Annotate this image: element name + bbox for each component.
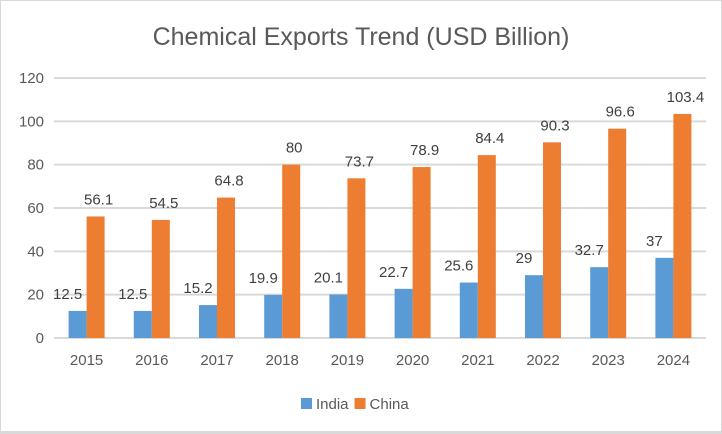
bar-china-2016 bbox=[151, 219, 170, 338]
y-tick-label: 0 bbox=[36, 330, 44, 347]
x-tick-label: 2019 bbox=[331, 352, 364, 369]
bar-india-2016 bbox=[133, 310, 152, 338]
bar-india-2019 bbox=[329, 294, 348, 338]
data-label-india-2024: 37 bbox=[646, 233, 663, 250]
data-label-china-2015: 56.1 bbox=[84, 191, 113, 208]
bar-china-2024 bbox=[673, 113, 692, 338]
bar-india-2023 bbox=[590, 267, 609, 338]
data-label-china-2021: 84.4 bbox=[475, 130, 504, 147]
bars bbox=[68, 113, 692, 338]
bar-india-2020 bbox=[394, 288, 413, 338]
x-tick-label: 2021 bbox=[461, 352, 494, 369]
legend-label-china: China bbox=[370, 396, 410, 413]
x-tick-label: 2024 bbox=[657, 352, 690, 369]
bar-india-2021 bbox=[459, 282, 478, 338]
x-tick-label: 2020 bbox=[396, 352, 429, 369]
bar-china-2019 bbox=[347, 178, 366, 338]
x-axis-ticks: 2015 2016 2017 2018 2019 2020 2021 2022 2023 2024 bbox=[70, 352, 690, 369]
data-label-china-2024: 103.4 bbox=[667, 89, 705, 106]
data-label-india-2022: 29 bbox=[516, 250, 533, 267]
bar-china-2020 bbox=[412, 167, 431, 338]
x-tick-label: 2017 bbox=[200, 352, 233, 369]
bar-china-2015 bbox=[86, 216, 105, 338]
legend-swatch-china bbox=[354, 398, 366, 409]
bar-china-2018 bbox=[282, 164, 301, 338]
x-tick-label: 2015 bbox=[70, 352, 103, 369]
x-tick-label: 2023 bbox=[592, 352, 625, 369]
y-tick-label: 120 bbox=[19, 70, 44, 87]
data-label-india-2018: 19.9 bbox=[249, 270, 278, 287]
x-tick-label: 2018 bbox=[266, 352, 299, 369]
bar-china-2022 bbox=[543, 142, 561, 338]
data-label-china-2019: 73.7 bbox=[345, 153, 374, 170]
y-tick-label: 20 bbox=[27, 287, 44, 304]
data-label-china-2023: 96.6 bbox=[606, 104, 635, 121]
chart-title: Chemical Exports Trend (USD Billion) bbox=[153, 23, 570, 51]
legend-label-india: India bbox=[316, 396, 349, 413]
x-tick-label: 2022 bbox=[526, 352, 559, 369]
bar-india-2018 bbox=[264, 294, 283, 338]
y-tick-label: 100 bbox=[19, 113, 44, 130]
data-label-india-2015: 12.5 bbox=[53, 286, 82, 303]
bar-india-2017 bbox=[199, 305, 217, 338]
data-label-china-2020: 78.9 bbox=[410, 142, 439, 159]
data-label-india-2019: 20.1 bbox=[314, 269, 343, 286]
bar-china-2021 bbox=[477, 155, 496, 338]
x-tick-label: 2016 bbox=[135, 352, 168, 369]
data-label-india-2016: 12.5 bbox=[118, 286, 147, 303]
data-label-china-2022: 90.3 bbox=[540, 117, 569, 134]
y-tick-label: 80 bbox=[27, 157, 44, 174]
y-tick-label: 60 bbox=[27, 200, 44, 217]
data-label-india-2020: 22.7 bbox=[379, 264, 408, 281]
bar-china-2017 bbox=[217, 197, 235, 338]
y-tick-label: 40 bbox=[27, 243, 44, 260]
data-label-china-2018: 80 bbox=[286, 140, 303, 157]
bar-india-2015 bbox=[68, 310, 87, 338]
data-label-india-2017: 15.2 bbox=[183, 280, 212, 297]
data-labels: 12.5 56.1 12.5 54.5 15.2 64.8 19.9 80 20.1 73.7 22… bbox=[53, 89, 704, 303]
y-axis-ticks: 0 20 40 60 80 100 120 bbox=[19, 70, 44, 347]
legend: India China bbox=[301, 396, 409, 413]
bar-india-2022 bbox=[525, 275, 543, 338]
data-label-india-2021: 25.6 bbox=[444, 258, 473, 275]
data-label-india-2023: 32.7 bbox=[575, 242, 604, 259]
bar-china-2023 bbox=[608, 128, 627, 338]
data-label-china-2016: 54.5 bbox=[149, 195, 178, 212]
bar-india-2024 bbox=[655, 257, 674, 338]
data-label-china-2017: 64.8 bbox=[214, 173, 243, 190]
legend-swatch-india bbox=[301, 398, 312, 409]
